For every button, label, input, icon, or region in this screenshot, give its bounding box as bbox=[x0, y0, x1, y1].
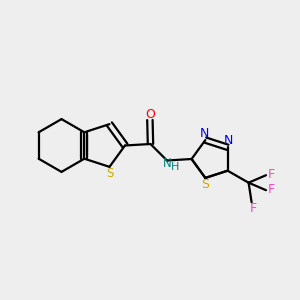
Text: N: N bbox=[200, 127, 209, 140]
Text: F: F bbox=[268, 168, 275, 181]
Text: F: F bbox=[268, 183, 275, 196]
Text: S: S bbox=[201, 178, 209, 191]
Text: S: S bbox=[107, 167, 114, 180]
Text: N: N bbox=[224, 134, 233, 147]
Text: N: N bbox=[163, 157, 172, 170]
Text: F: F bbox=[250, 202, 257, 215]
Text: O: O bbox=[146, 108, 155, 121]
Text: H: H bbox=[171, 162, 180, 172]
